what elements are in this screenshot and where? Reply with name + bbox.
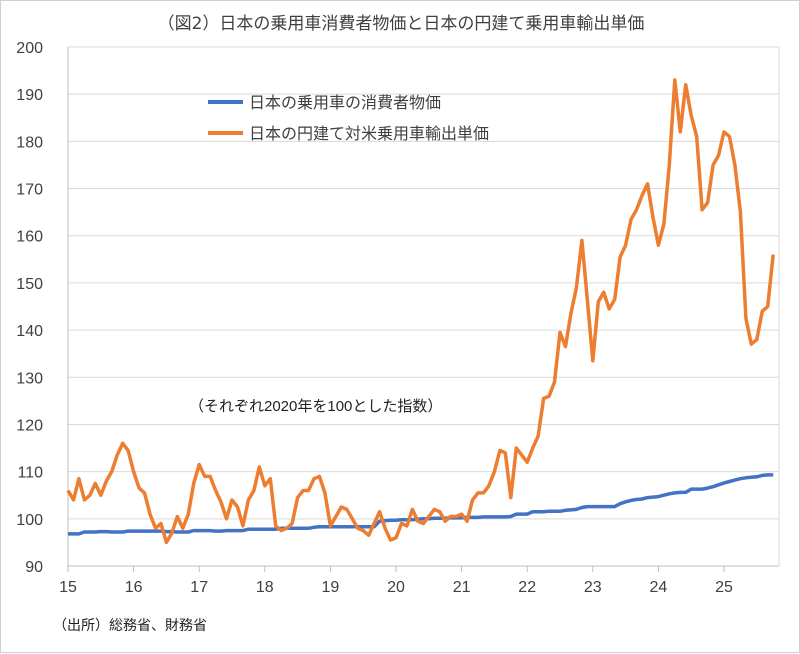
y-tick-label: 110 bbox=[17, 465, 43, 482]
y-tick-label: 130 bbox=[16, 370, 43, 387]
y-tick-label: 100 bbox=[16, 512, 43, 529]
x-tick-label: 22 bbox=[518, 579, 536, 596]
y-tick-label: 150 bbox=[16, 276, 43, 293]
source-note: （出所）総務省、財務省 bbox=[53, 618, 207, 634]
chart-annotation: （それぞれ2020年を100とした指数） bbox=[189, 398, 442, 415]
x-tick-label: 25 bbox=[715, 579, 733, 596]
y-tick-label: 120 bbox=[16, 417, 43, 434]
y-tick-label: 170 bbox=[16, 182, 43, 199]
y-tick-label: 190 bbox=[16, 87, 43, 104]
x-tick-label: 19 bbox=[322, 579, 340, 596]
x-tick-label: 16 bbox=[125, 579, 143, 596]
y-tick-label: 90 bbox=[25, 559, 43, 576]
y-tick-label: 160 bbox=[16, 229, 43, 246]
x-tick-label: 15 bbox=[59, 579, 77, 596]
y-tick-label: 140 bbox=[16, 323, 43, 340]
x-tick-label: 18 bbox=[256, 579, 274, 596]
legend-label-2: 日本の円建て対米乗用車輸出単価 bbox=[249, 125, 489, 143]
legend-label-1: 日本の乗用車の消費者物価 bbox=[249, 94, 441, 112]
x-tick-label: 20 bbox=[387, 579, 405, 596]
series-line-2 bbox=[66, 78, 775, 545]
y-tick-label: 180 bbox=[16, 134, 43, 151]
chart-title: （図2）日本の乗用車消費者物価と日本の円建て乗用車輸出単価 bbox=[157, 14, 645, 34]
x-tick-label: 24 bbox=[650, 579, 668, 596]
x-tick-label: 17 bbox=[190, 579, 208, 596]
x-tick-label: 23 bbox=[584, 579, 602, 596]
y-tick-label: 200 bbox=[16, 40, 43, 57]
series-line-1 bbox=[68, 473, 774, 536]
x-tick-label: 21 bbox=[453, 579, 471, 596]
